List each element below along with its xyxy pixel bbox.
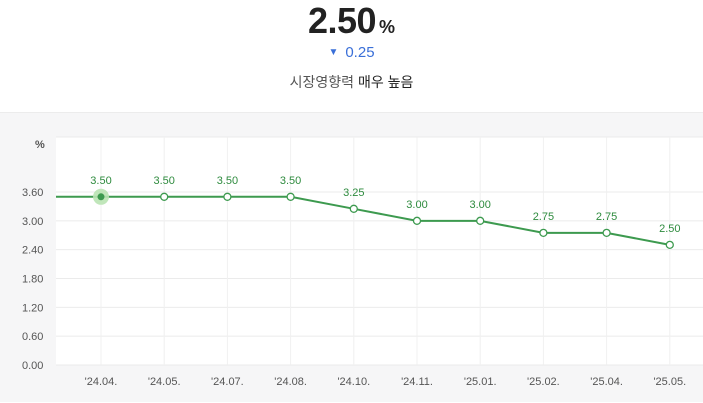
- data-point[interactable]: [286, 192, 295, 201]
- rate-summary-header: 2.50% ▼ 0.25 시장영향력 매우 높음: [0, 0, 703, 112]
- data-point[interactable]: [602, 228, 611, 237]
- data-label: 2.75: [596, 211, 617, 223]
- rate-change-value: 0.25: [345, 44, 375, 61]
- data-label: 3.50: [280, 175, 301, 187]
- data-point[interactable]: [412, 216, 422, 225]
- x-tick-label: '25.01.: [464, 376, 497, 388]
- x-tick-label: '25.04.: [590, 376, 623, 388]
- x-tick-label: '24.04.: [85, 376, 118, 388]
- x-tick-label: '25.05.: [653, 376, 686, 388]
- x-tick-label: '24.05.: [148, 376, 181, 388]
- rate-chart: 3.60 3.00 2.40 1.80 1.20 0.60 0.00% '24.04. '24.…: [0, 112, 703, 402]
- x-tick-label: '25.02.: [527, 376, 560, 388]
- plot-area: [56, 137, 703, 365]
- y-tick-label: 0.60: [22, 331, 43, 343]
- data-label: 3.50: [90, 175, 111, 187]
- y-tick-label: 2.40: [22, 245, 43, 257]
- data-point[interactable]: [223, 192, 232, 201]
- current-rate-unit: %: [379, 17, 396, 37]
- down-triangle-icon: ▼: [328, 47, 339, 58]
- data-label: 3.50: [153, 175, 174, 187]
- data-label: 2.75: [533, 211, 554, 223]
- data-point[interactable]: [349, 204, 358, 213]
- y-tick-label: 3.00: [22, 216, 43, 228]
- y-tick-label: 1.20: [22, 302, 43, 314]
- x-tick-label: '24.07.: [211, 376, 244, 388]
- data-label: 3.00: [406, 199, 427, 211]
- data-label: 3.50: [217, 175, 238, 187]
- data-label: 3.00: [469, 199, 490, 211]
- y-tick-label: 1.80: [22, 274, 43, 286]
- data-point[interactable]: [97, 193, 105, 201]
- market-impact-label: 시장영향력: [289, 74, 355, 90]
- data-label: 2.50: [659, 223, 680, 235]
- data-point[interactable]: [665, 240, 674, 250]
- data-point[interactable]: [160, 192, 169, 201]
- data-point[interactable]: [539, 228, 548, 237]
- y-tick-label: 3.60: [22, 187, 43, 199]
- data-label: 3.25: [343, 187, 364, 199]
- x-tick-label: '24.10.: [337, 376, 370, 388]
- y-axis-unit: %: [35, 139, 45, 151]
- x-tick-label: '24.11.: [401, 376, 433, 388]
- data-point[interactable]: [476, 216, 485, 225]
- line-chart: 3.60 3.00 2.40 1.80 1.20 0.60 0.00% '24.04. '24.…: [22, 136, 703, 388]
- current-rate-value: 2.50: [307, 0, 377, 41]
- x-tick-label: '24.08.: [274, 376, 307, 388]
- current-rate: 2.50%: [0, 0, 703, 42]
- market-impact-level: 매우 높음: [357, 74, 414, 90]
- y-tick-label: 0.00: [22, 360, 43, 372]
- market-impact: 시장영향력 매우 높음: [0, 72, 703, 92]
- rate-change: ▼ 0.25: [0, 44, 703, 61]
